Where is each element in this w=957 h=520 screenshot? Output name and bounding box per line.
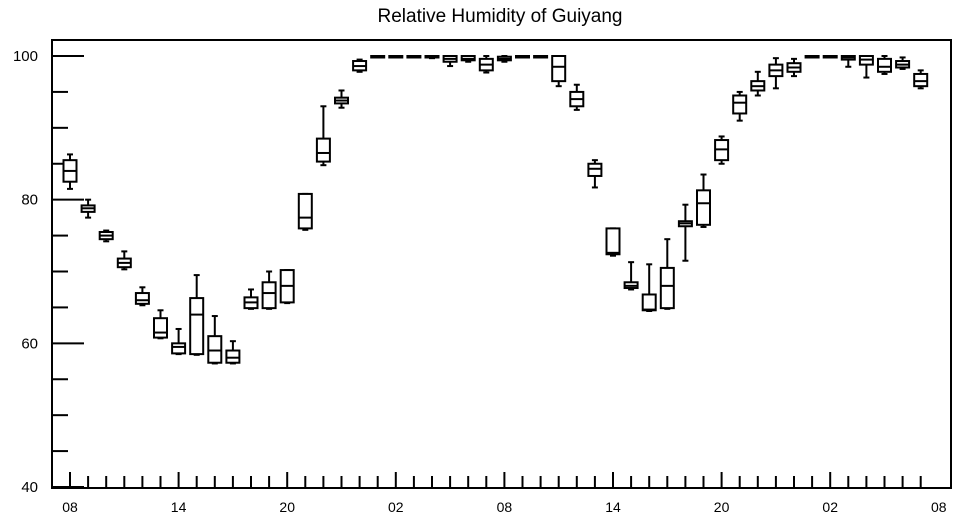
box-16 bbox=[352, 58, 368, 73]
box-iqr bbox=[551, 55, 567, 83]
box-28 bbox=[569, 83, 585, 111]
box-iqr bbox=[641, 293, 657, 312]
x-tick-label: 02 bbox=[822, 499, 838, 515]
box-iqr bbox=[207, 335, 223, 364]
box-20 bbox=[424, 55, 440, 60]
box-iqr bbox=[659, 266, 675, 310]
box-iqr bbox=[732, 94, 748, 115]
x-tick-label: 08 bbox=[62, 499, 78, 515]
x-tick-label: 20 bbox=[714, 499, 730, 515]
box-iqr bbox=[189, 297, 205, 356]
box-44 bbox=[858, 55, 874, 79]
box-19 bbox=[406, 55, 422, 59]
box-17 bbox=[370, 55, 386, 59]
box-15 bbox=[334, 89, 349, 109]
box-47 bbox=[913, 69, 929, 90]
y-tick-label: 40 bbox=[21, 479, 38, 496]
box-29 bbox=[587, 159, 603, 189]
x-tick-label: 08 bbox=[931, 499, 947, 515]
box-18 bbox=[388, 55, 404, 59]
box-27 bbox=[551, 55, 567, 88]
x-tick-label: 20 bbox=[279, 499, 295, 515]
box-42 bbox=[822, 55, 838, 59]
box-24 bbox=[496, 55, 512, 63]
y-axis: 40 60 80 100 bbox=[13, 48, 84, 496]
box-iqr bbox=[587, 162, 603, 177]
box-iqr bbox=[134, 292, 150, 305]
x-tick-label: 14 bbox=[171, 499, 187, 515]
box-iqr bbox=[605, 227, 621, 256]
box-iqr bbox=[696, 189, 711, 226]
box-iqr bbox=[877, 57, 892, 73]
box-41 bbox=[804, 55, 820, 59]
box-iqr bbox=[153, 317, 168, 339]
box-36 bbox=[714, 135, 730, 165]
box-30 bbox=[605, 227, 621, 257]
box-43 bbox=[840, 55, 856, 68]
box-6 bbox=[171, 327, 187, 356]
box-11 bbox=[261, 270, 277, 310]
box-8 bbox=[207, 315, 223, 365]
box-12 bbox=[279, 269, 295, 305]
box-9 bbox=[225, 340, 241, 365]
box-33 bbox=[659, 238, 675, 310]
box-32 bbox=[641, 263, 657, 313]
box-26 bbox=[533, 55, 549, 59]
box-25 bbox=[515, 55, 530, 59]
box-1 bbox=[80, 198, 96, 219]
plot-frame bbox=[51, 39, 952, 489]
box-31 bbox=[623, 261, 639, 291]
y-tick-label: 60 bbox=[21, 335, 38, 352]
x-tick-label: 02 bbox=[388, 499, 404, 515]
box-3 bbox=[116, 250, 132, 271]
box-40 bbox=[786, 57, 802, 78]
box-13 bbox=[297, 192, 313, 231]
y-tick-label: 100 bbox=[13, 48, 38, 65]
box-iqr bbox=[297, 192, 313, 230]
box-7 bbox=[189, 274, 205, 356]
box-iqr bbox=[913, 72, 929, 88]
box-39 bbox=[768, 57, 784, 90]
box-iqr bbox=[315, 137, 331, 163]
box-iqr bbox=[171, 342, 187, 355]
box-37 bbox=[732, 90, 748, 122]
x-axis: 08 14 20 02 08 14 20 02 08 bbox=[62, 472, 947, 515]
box-14 bbox=[315, 105, 331, 167]
box-iqr bbox=[261, 281, 277, 310]
box-38 bbox=[750, 70, 766, 97]
box-21 bbox=[442, 55, 458, 68]
x-tick-label: 08 bbox=[497, 499, 513, 515]
chart-title: Relative Humidity of Guiyang bbox=[378, 6, 623, 27]
x-tick-label: 14 bbox=[605, 499, 621, 515]
box-22 bbox=[460, 55, 476, 63]
box-0 bbox=[62, 153, 78, 190]
box-plot-series bbox=[62, 55, 929, 365]
box-46 bbox=[895, 56, 911, 70]
box-35 bbox=[696, 173, 711, 228]
box-2 bbox=[98, 229, 114, 243]
box-23 bbox=[478, 55, 494, 74]
box-45 bbox=[877, 55, 892, 75]
box-4 bbox=[134, 286, 150, 307]
box-34 bbox=[677, 203, 693, 262]
box-5 bbox=[153, 309, 168, 340]
box-iqr bbox=[225, 349, 241, 364]
y-tick-label: 80 bbox=[21, 192, 38, 209]
box-10 bbox=[243, 288, 259, 310]
